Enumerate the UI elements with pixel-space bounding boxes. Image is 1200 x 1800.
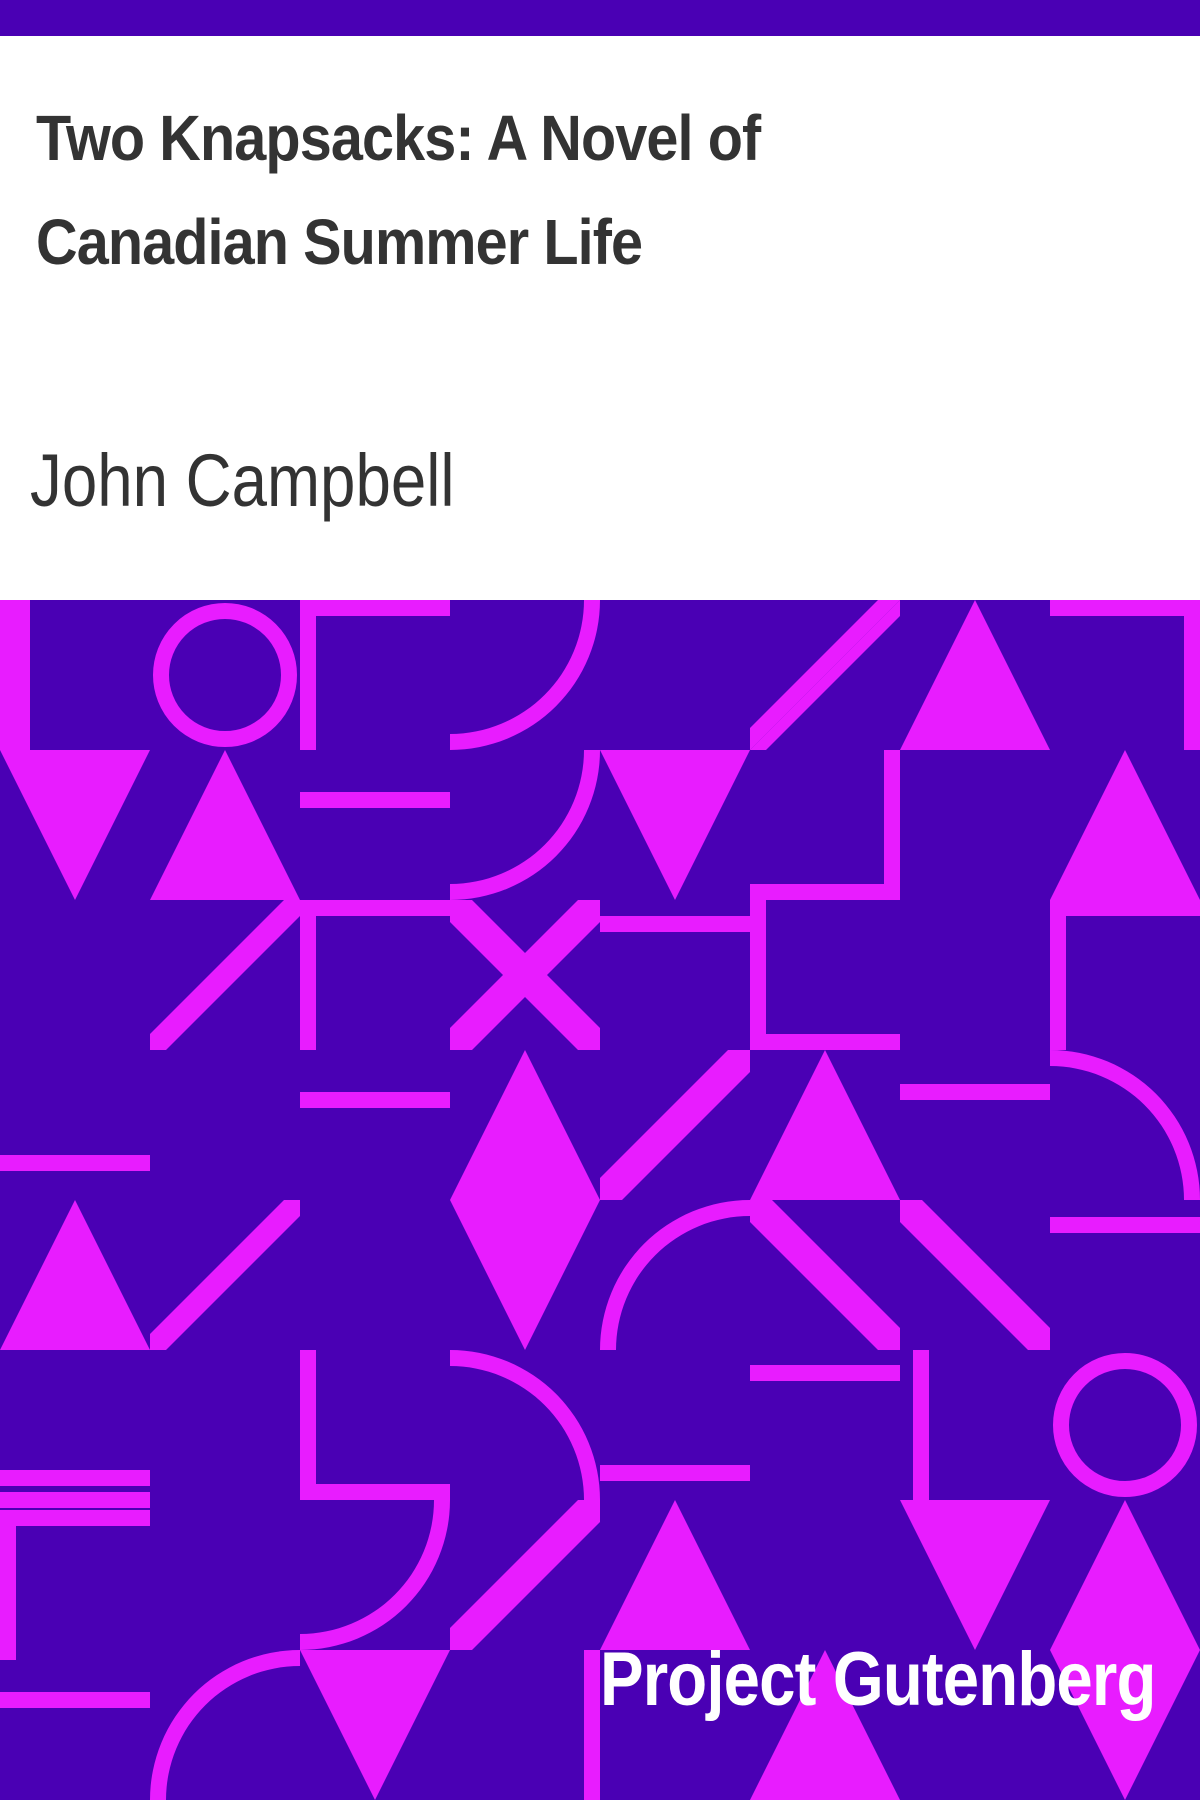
book-author: John Campbell [30,439,455,522]
publisher-label: Project Gutenberg [600,1637,1156,1722]
book-title: Two Knapsacks: A Novel of Canadian Summe… [36,102,761,278]
top-band [0,0,1200,36]
geometric-pattern [0,600,1200,1800]
cover-header: Two Knapsacks: A Novel of Canadian Summe… [0,36,1200,600]
